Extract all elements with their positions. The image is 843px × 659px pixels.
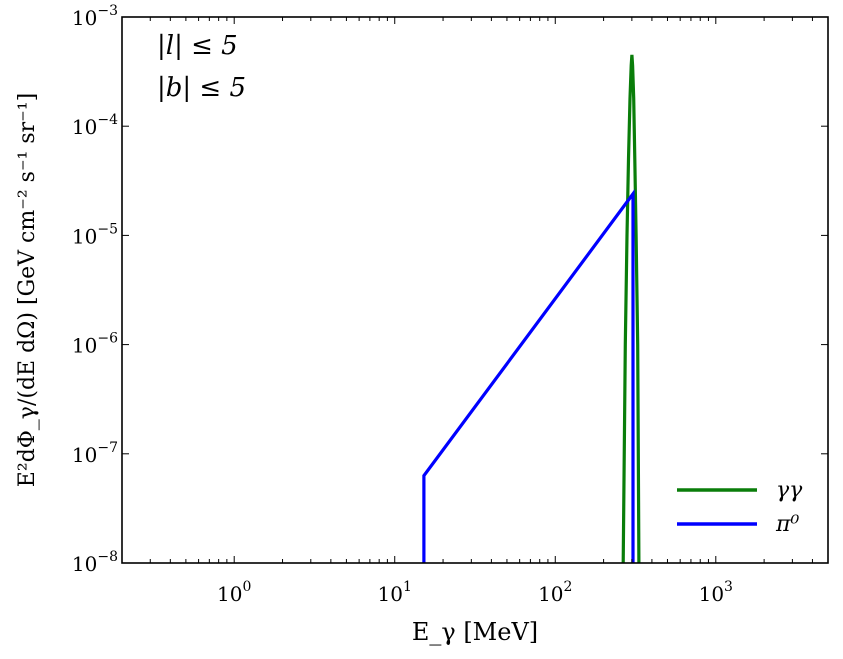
y-tick-label: 10−3 bbox=[72, 3, 118, 30]
plot-frame bbox=[121, 16, 829, 564]
x-tick-label: 102 bbox=[538, 579, 572, 606]
y-tick-label: 10−8 bbox=[72, 549, 118, 576]
y-tick-label: 10−7 bbox=[72, 440, 118, 467]
y-axis-label: E²dΦ_γ/(dE dΩ) [GeV cm⁻² s⁻¹ sr⁻¹] bbox=[15, 93, 40, 487]
x-tick-label: 100 bbox=[217, 579, 251, 606]
x-tick-label: 101 bbox=[378, 579, 412, 606]
series-group bbox=[422, 54, 641, 564]
plot-area bbox=[122, 17, 828, 563]
labels-group: 100 101 102 103 10−8 10−7 10−6 10−5 10−4 10−3 E_γ … bbox=[15, 3, 733, 646]
legend-label-0: γγ bbox=[776, 478, 803, 503]
series-line-pi0 bbox=[422, 189, 635, 563]
annotation-l: |l| ≤ 5 bbox=[157, 31, 238, 61]
legend: γγ π⁰ bbox=[677, 478, 803, 537]
x-axis-label: E_γ [MeV] bbox=[412, 618, 538, 646]
legend-label-1: π⁰ bbox=[775, 512, 799, 537]
annotation-b: |b| ≤ 5 bbox=[157, 73, 246, 103]
y-tick-label: 10−5 bbox=[72, 221, 118, 248]
y-tick-label: 10−4 bbox=[72, 112, 118, 139]
x-tick-label: 103 bbox=[699, 579, 733, 606]
y-tick-label: 10−6 bbox=[72, 331, 118, 358]
series-line-gamma-gamma bbox=[621, 54, 641, 564]
